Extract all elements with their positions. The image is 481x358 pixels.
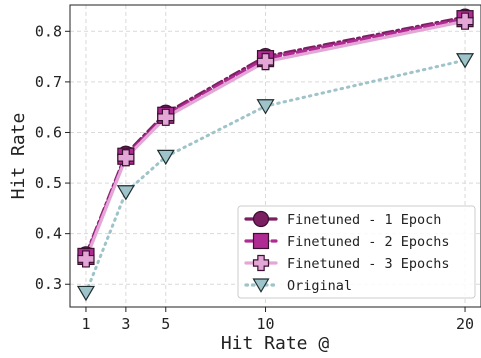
data-point [156, 149, 175, 166]
ticks: 1 3 5 10 20 0.3 0.4 0.5 0.6 0.7 0.8 [35, 22, 474, 333]
data-point [455, 53, 475, 69]
data-point [256, 99, 275, 115]
legend: Finetuned - 1 Epoch Finetuned - 2 Epochs F… [237, 205, 476, 299]
y-tick-label: 0.8 [35, 22, 62, 40]
y-axis-label: Hit Rate [8, 113, 29, 200]
y-tick-label: 0.3 [35, 275, 62, 293]
x-tick-label: 20 [456, 315, 474, 333]
data-point [77, 250, 95, 268]
x-axis-label: Hit Rate @ [221, 333, 330, 354]
x-tick-label: 1 [81, 315, 90, 333]
series-layer [76, 8, 475, 302]
legend-entry: Finetuned - 3 Epochs [244, 254, 450, 272]
plot-frame [69, 4, 481, 308]
data-point [456, 12, 474, 30]
data-point [116, 185, 135, 201]
legend-marker [252, 254, 270, 272]
x-tick-label: 5 [161, 315, 170, 333]
x-tick-label: 3 [121, 315, 130, 333]
legend-marker [252, 232, 270, 250]
data-point [256, 53, 275, 71]
legend-label: Finetuned - 3 Epochs [287, 256, 450, 272]
legend-box [237, 205, 476, 299]
legend-marker [252, 210, 270, 228]
y-tick-label: 0.4 [35, 225, 62, 243]
legend-entry: Finetuned - 2 Epochs [244, 232, 450, 250]
data-point [117, 149, 135, 167]
legend-label: Finetuned - 1 Epoch [287, 212, 441, 228]
data-point [76, 285, 96, 302]
legend-entry: Original [244, 278, 352, 294]
legend-label: Original [287, 278, 352, 294]
x-tick-label: 10 [256, 315, 274, 333]
legend-entry: Finetuned - 1 Epoch [244, 210, 441, 228]
legend-label: Finetuned - 2 Epochs [287, 234, 450, 250]
legend-marker [252, 278, 270, 293]
data-point [157, 108, 175, 126]
y-tick-label: 0.5 [35, 174, 62, 192]
y-tick-label: 0.6 [35, 123, 62, 141]
y-tick-label: 0.7 [35, 73, 62, 91]
